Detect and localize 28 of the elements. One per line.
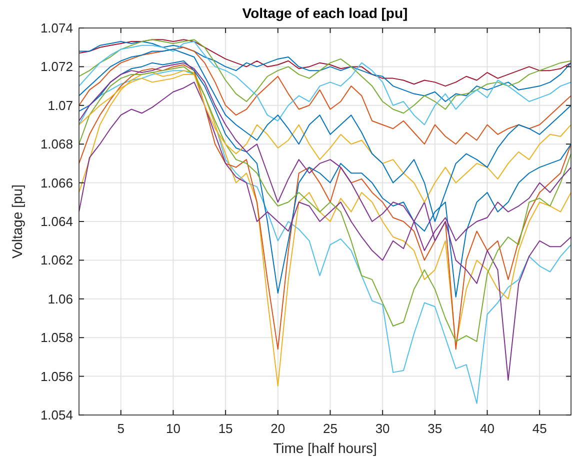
x-tick-label: 25 — [323, 421, 338, 436]
line-series — [79, 39, 571, 114]
x-tick-label: 45 — [532, 421, 547, 436]
line-series — [79, 46, 571, 145]
y-tick-label: 1.06 — [48, 291, 73, 306]
y-tick-label: 1.064 — [40, 214, 73, 229]
x-tick-label: 30 — [375, 421, 390, 436]
x-tick-label: 10 — [166, 421, 180, 436]
y-tick-label: 1.054 — [40, 408, 73, 422]
y-tick-label: 1.072 — [40, 59, 73, 74]
y-tick-label: 1.07 — [48, 98, 73, 113]
x-tick-label: 35 — [428, 421, 442, 436]
x-axis-title: Time [half hours] — [273, 440, 377, 456]
line-series — [79, 41, 571, 102]
y-tick-label: 1.058 — [40, 330, 73, 346]
x-tick-label: 20 — [270, 421, 286, 436]
x-tick-label: 5 — [117, 421, 124, 436]
y-tick-label: 1.066 — [40, 175, 73, 190]
line-series — [79, 41, 571, 126]
y-axis-title: Voltage [pu] — [9, 184, 25, 258]
line-series — [79, 39, 571, 87]
x-tick-label: 40 — [480, 421, 494, 436]
chart-title: Voltage of each load [pu] — [242, 5, 408, 21]
y-tick-label: 1.056 — [40, 368, 73, 384]
x-tick-label: 15 — [218, 421, 233, 436]
y-tick-label: 1.062 — [40, 252, 73, 268]
y-tick-label: 1.074 — [40, 20, 73, 36]
y-tick-label: 1.068 — [40, 136, 73, 152]
